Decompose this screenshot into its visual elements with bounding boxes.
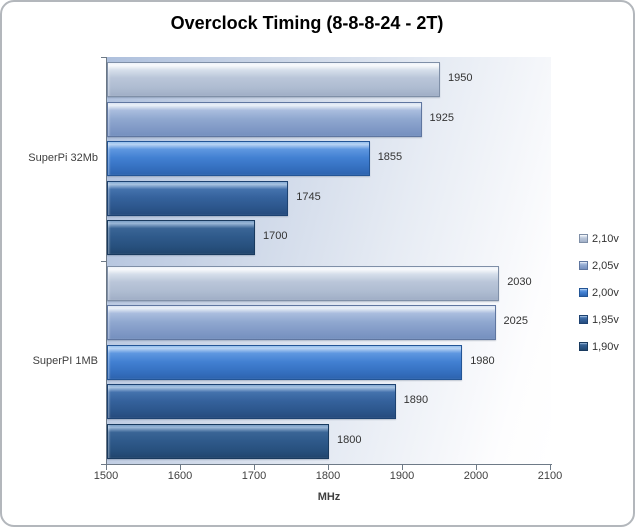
legend-entry-2,05v: 2,05v [579, 252, 619, 279]
bar-value-label: 2030 [507, 275, 532, 288]
legend-entry-1,95v: 1,95v [579, 306, 619, 333]
bar-value-label: 1700 [263, 230, 288, 243]
legend-swatch-icon [579, 288, 588, 297]
bar-2,05v [107, 101, 422, 137]
legend-swatch-icon [579, 342, 588, 351]
bar-value-label: 1890 [403, 394, 429, 407]
bar-2,10v [107, 62, 440, 97]
x-axis-tick [106, 465, 107, 470]
bar-2,00v [107, 141, 370, 177]
x-axis-tick [402, 465, 403, 470]
category-label-superpi-32mb: SuperPi 32Mb [28, 152, 98, 164]
legend-label: 2,05v [592, 259, 619, 272]
category-axis-tick [101, 57, 107, 58]
x-axis-tick [328, 465, 329, 470]
x-axis-tick-label: 1600 [167, 470, 193, 482]
x-axis-tick [180, 465, 181, 470]
x-axis-title: MHz [317, 491, 341, 503]
category-label-superpi-1mb: SuperPI 1MB [32, 355, 98, 367]
bar-value-label: 2025 [503, 315, 528, 328]
bar-value-label: 1800 [337, 433, 362, 446]
x-axis-tick [550, 465, 551, 470]
bar-1,90v [107, 423, 329, 459]
x-axis-tick-label: 2100 [537, 470, 563, 482]
x-axis-tick [254, 465, 255, 470]
bar-value-label: 1980 [470, 354, 495, 367]
legend-entry-1,90v: 1,90v [579, 333, 619, 360]
category-axis-tick [101, 260, 107, 262]
legend-entry-2,10v: 2,10v [579, 225, 619, 252]
x-axis-tick-label: 1700 [241, 470, 267, 482]
bar-2,05v [107, 305, 496, 341]
bar-2,00v [107, 344, 463, 380]
value-axis-line [106, 464, 552, 465]
bar-1,95v [107, 180, 289, 216]
bar-2,10v [107, 265, 500, 301]
x-axis-tick-label: 1500 [93, 470, 119, 482]
chart-title: Overclock Timing (8-8-8-24 - 2T) [170, 13, 444, 33]
bar-value-label: 1950 [448, 72, 473, 84]
legend-swatch-icon [579, 234, 588, 243]
x-axis-tick [476, 465, 477, 470]
x-axis-tick-label: 1800 [315, 470, 341, 482]
category-axis-tick [101, 464, 107, 465]
bar-value-label: 1745 [296, 190, 321, 203]
bar-value-label: 1855 [377, 151, 403, 164]
bar-1,90v [107, 220, 255, 256]
x-axis-tick-label: 2000 [463, 470, 489, 482]
legend: 2,10v 2,05v 2,00v 1,95v 1,90v [579, 225, 619, 360]
legend-swatch-icon [579, 261, 588, 270]
bar-value-label: 1925 [429, 111, 454, 124]
legend-label: 2,00v [592, 286, 619, 299]
bar-1,95v [107, 384, 396, 420]
legend-swatch-icon [579, 315, 588, 324]
legend-label: 1,95v [592, 313, 619, 326]
x-axis-tick-label: 1900 [389, 470, 415, 482]
legend-label: 1,90v [592, 340, 619, 353]
legend-entry-2,00v: 2,00v [579, 279, 619, 306]
legend-label: 2,10v [592, 232, 619, 245]
